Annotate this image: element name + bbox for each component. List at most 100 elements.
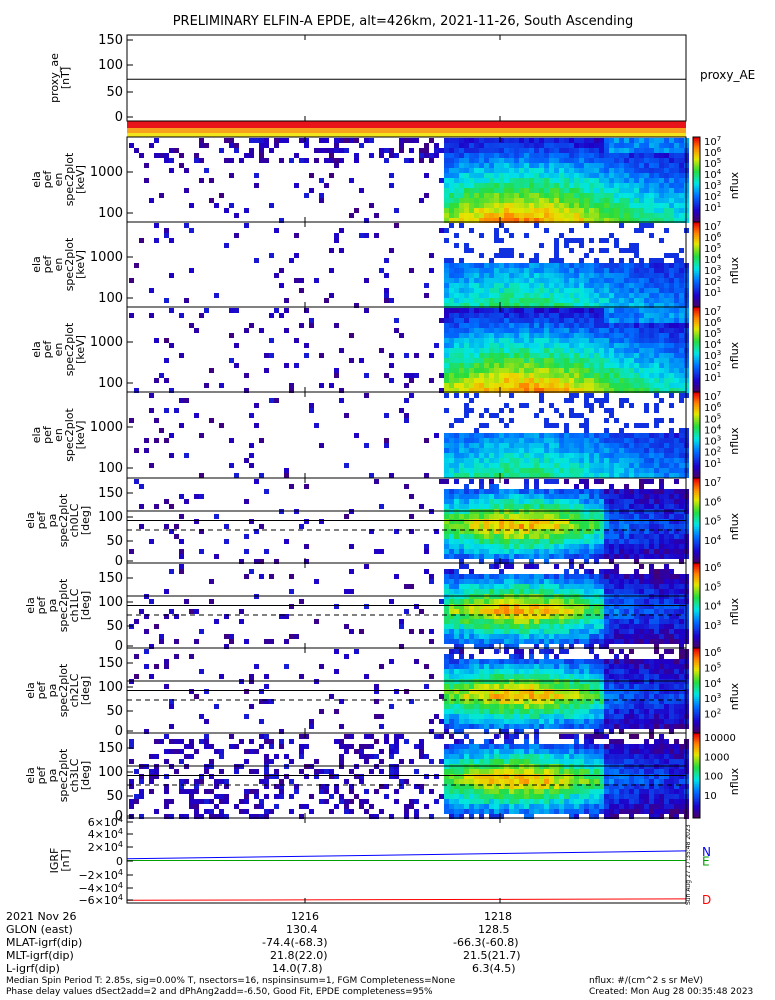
heatmap-cell [594, 473, 599, 478]
heatmap-cell [544, 283, 549, 288]
heatmap-cell [164, 228, 169, 233]
heatmap-cell [604, 143, 609, 148]
heatmap-cell [544, 323, 549, 328]
heatmap-cell [484, 589, 489, 594]
heatmap-cell [534, 188, 539, 193]
heatmap-cell [569, 499, 574, 504]
heatmap-cell [604, 348, 609, 353]
heatmap-cell [334, 373, 339, 378]
heatmap-cell [534, 388, 539, 393]
heatmap-cell [514, 333, 519, 338]
heatmap-cell [664, 383, 669, 388]
heatmap-cell [644, 283, 649, 288]
heatmap-cell [534, 258, 539, 263]
heatmap-cell [599, 463, 604, 468]
heatmap-cell [149, 599, 154, 604]
heatmap-cell [659, 328, 664, 333]
heatmap-cell [639, 634, 644, 639]
heatmap-cell [474, 303, 479, 308]
heatmap-cell [574, 208, 579, 213]
colorbar-segment [693, 154, 700, 157]
heatmap-cell [619, 213, 624, 218]
heatmap-cell [644, 193, 649, 198]
heatmap-cell [454, 323, 459, 328]
heatmap-cell [469, 198, 474, 203]
heatmap-cell [544, 213, 549, 218]
heatmap-cell [644, 489, 649, 494]
heatmap-cell [499, 639, 504, 644]
heatmap-cell [619, 328, 624, 333]
colorbar-segment [693, 355, 700, 359]
colorbar-segment [693, 219, 700, 223]
heatmap-cell [169, 504, 174, 509]
heatmap-cell [534, 343, 539, 348]
heatmap-cell [314, 278, 319, 283]
heatmap-cell [674, 353, 679, 358]
heatmap-cell [669, 458, 674, 463]
heatmap-cell [489, 193, 494, 198]
heatmap-cell [639, 183, 644, 188]
heatmap-cell [489, 438, 494, 443]
heatmap-cell [509, 368, 514, 373]
heatmap-cell [509, 213, 514, 218]
heatmap-cell [554, 443, 559, 448]
heatmap-cell [429, 158, 434, 163]
heatmap-cell [604, 318, 609, 323]
heatmap-cell [559, 218, 564, 223]
heatmap-cell [629, 338, 634, 343]
heatmap-cell [504, 403, 509, 408]
heatmap-cell [579, 293, 584, 298]
heatmap-cell [649, 323, 654, 328]
heatmap-cell [659, 218, 664, 223]
colorbar-segment [693, 499, 700, 502]
heatmap-cell [579, 193, 584, 198]
heatmap-cell [534, 484, 539, 489]
heatmap-cell [499, 579, 504, 584]
heatmap-cell [329, 148, 334, 153]
heatmap-cell [644, 479, 649, 484]
heatmap-cell [654, 529, 659, 534]
heatmap-cell [449, 579, 454, 584]
heatmap-cell [494, 579, 499, 584]
heatmap-cell [454, 644, 459, 649]
heatmap-cell [569, 328, 574, 333]
heatmap-cell [644, 534, 649, 539]
heatmap-cell [474, 288, 479, 293]
heatmap-cell [619, 158, 624, 163]
heatmap-cell [244, 499, 249, 504]
heatmap-cell [649, 258, 654, 263]
heatmap-cell [569, 443, 574, 448]
heatmap-cell [609, 624, 614, 629]
heatmap-cell [514, 368, 519, 373]
heatmap-cell [474, 614, 479, 619]
heatmap-cell [464, 153, 469, 158]
heatmap-cell [164, 438, 169, 443]
heatmap-cell [309, 408, 314, 413]
heatmap-cell [454, 619, 459, 624]
heatmap-cell [674, 494, 679, 499]
heatmap-cell [624, 463, 629, 468]
heatmap-cell [234, 308, 239, 313]
heatmap-cell [484, 614, 489, 619]
heatmap-cell [539, 193, 544, 198]
heatmap-cell [614, 443, 619, 448]
heatmap-cell [644, 584, 649, 589]
heatmap-cell [279, 614, 284, 619]
colorbar-segment [693, 454, 700, 457]
heatmap-cell [514, 549, 519, 554]
heatmap-cell [579, 609, 584, 614]
heatmap-cell [579, 473, 584, 478]
heatmap-cell [129, 418, 134, 423]
heatmap-cell [424, 153, 429, 158]
heatmap-cell [584, 298, 589, 303]
heatmap-cell [514, 574, 519, 579]
colorbar-segment [693, 232, 700, 236]
heatmap-cell [614, 373, 619, 378]
heatmap-cell [664, 163, 669, 168]
heatmap-cell [599, 433, 604, 438]
heatmap-cell [569, 288, 574, 293]
heatmap-cell [484, 153, 489, 158]
heatmap-cell [464, 574, 469, 579]
heatmap-cell [499, 599, 504, 604]
heatmap-cell [634, 579, 639, 584]
